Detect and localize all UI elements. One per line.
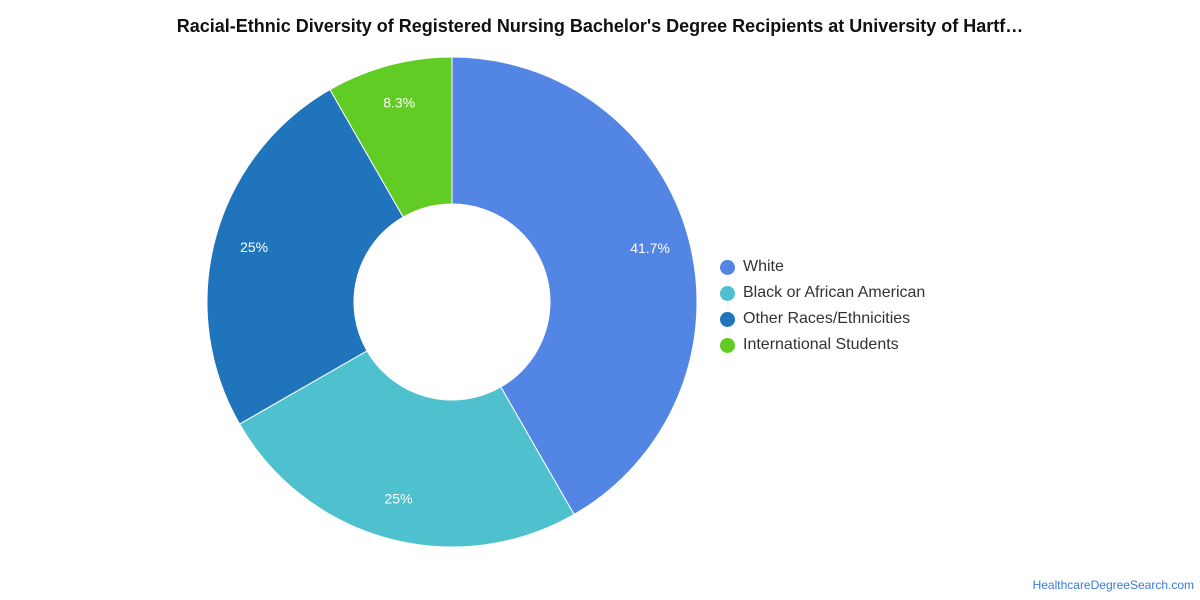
legend-swatch-white [720,259,735,275]
data-label-international-students: 8.3% [383,95,415,111]
legend-swatch-black-or-african-american [720,285,735,301]
chart-title: Racial-Ethnic Diversity of Registered Nu… [176,16,1024,36]
legend-item-white[interactable]: White [720,254,925,280]
legend-item-international-students[interactable]: International Students [720,332,925,358]
legend-item-black-or-african-american[interactable]: Black or African American [720,280,925,306]
legend: White Black or African American Other Ra… [720,254,925,358]
slices-group [206,56,698,548]
data-label-other-races-ethnicities: 25% [240,239,268,255]
legend-item-other-races[interactable]: Other Races/Ethnicities [720,306,925,332]
labels-group: 41.7% 25% 25% 8.3% [240,95,670,507]
slice-white[interactable] [451,56,698,516]
data-label-white: 41.7% [630,240,670,256]
source-link[interactable]: HealthcareDegreeSearch.com [1032,578,1194,592]
legend-swatch-other-races [720,311,735,327]
data-label-black-or-african-american: 25% [385,491,413,507]
slice-international-students[interactable] [329,56,453,218]
legend-label-black-or-african-american: Black or African American [743,284,926,301]
slice-other-races-ethnicities[interactable] [206,88,404,425]
legend-label-white: White [743,258,784,275]
legend-label-other-races: Other Races/Ethnicities [743,310,911,327]
legend-label-international-students: International Students [743,336,899,353]
slice-black-or-african-american[interactable] [238,350,575,548]
legend-swatch-international-students [720,337,735,353]
